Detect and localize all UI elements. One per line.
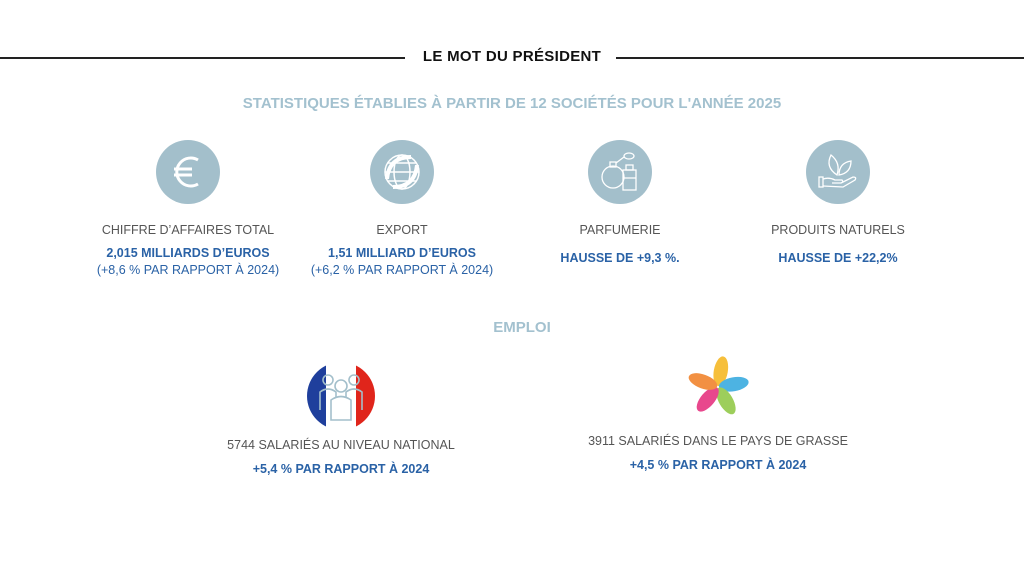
stat-value: HAUSSE DE +22,2% — [778, 251, 898, 265]
stats-subtitle: STATISTIQUES ÉTABLIES À PARTIR DE 12 SOC… — [242, 95, 782, 112]
stat-label: PRODUITS NATURELS — [771, 223, 905, 237]
stat-value: 2,015 MILLIARDS D’EUROS — [106, 246, 270, 260]
france-people-icon — [307, 362, 375, 430]
stat-label: PARFUMERIE — [579, 223, 661, 237]
stat-perfume: PARFUMERIE HAUSSE DE +9,3 %. — [510, 140, 730, 265]
stat-revenue: CHIFFRE D’AFFAIRES TOTAL 2,015 MILLIARDS… — [78, 140, 298, 277]
emploi-grasse: 3911 SALARIÉS DANS LE PAYS DE GRASSE +4,… — [568, 354, 868, 472]
euro-icon — [156, 140, 220, 204]
flower-logo-icon — [685, 354, 751, 420]
emploi-label: 5744 SALARIÉS AU NIVEAU NATIONAL — [227, 438, 455, 452]
perfume-icon — [588, 140, 652, 204]
stat-natural: PRODUITS NATURELS HAUSSE DE +22,2% — [728, 140, 948, 265]
stat-value: HAUSSE DE +9,3 %. — [560, 251, 680, 265]
emploi-heading: EMPLOI — [493, 319, 551, 336]
leaf-hand-icon — [806, 140, 870, 204]
stat-export: EXPORT 1,51 MILLIARD D’EUROS (+6,2 % PAR… — [292, 140, 512, 277]
emploi-value: +4,5 % PAR RAPPORT À 2024 — [629, 458, 807, 472]
stat-value: 1,51 MILLIARD D’EUROS — [328, 246, 476, 260]
emploi-value: +5,4 % PAR RAPPORT À 2024 — [252, 462, 430, 476]
page-title: LE MOT DU PRÉSIDENT — [422, 48, 602, 65]
header-rule-right — [616, 57, 1024, 59]
emploi-label: 3911 SALARIÉS DANS LE PAYS DE GRASSE — [588, 434, 848, 448]
stat-label: CHIFFRE D’AFFAIRES TOTAL — [101, 223, 275, 237]
header-rule-left — [0, 57, 405, 59]
stat-detail: (+8,6 % PAR RAPPORT À 2024) — [96, 263, 280, 277]
stat-detail: (+6,2 % PAR RAPPORT À 2024) — [310, 263, 494, 277]
globe-icon — [370, 140, 434, 204]
stat-label: EXPORT — [376, 223, 428, 237]
emploi-national: 5744 SALARIÉS AU NIVEAU NATIONAL +5,4 % … — [191, 362, 491, 476]
